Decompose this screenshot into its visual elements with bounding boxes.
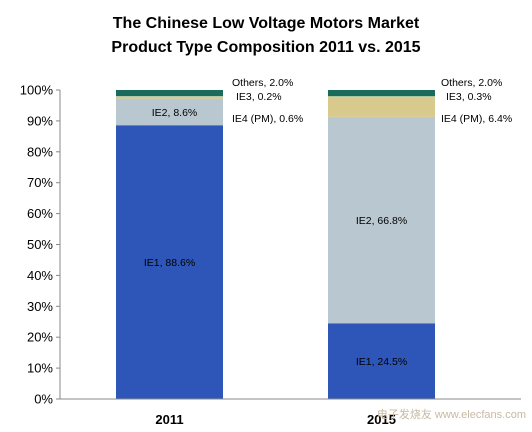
- watermark: 电子发烧友 www.elecfans.com: [377, 407, 526, 421]
- y-tick-label: 90%: [27, 113, 53, 128]
- data-label-others-2011: Others, 2.0%: [232, 77, 293, 89]
- bar-segment-ie3-2015: [328, 96, 435, 98]
- y-axis: 0% 10% 20% 30% 40% 50% 60% 70% 80% 90% 100%: [20, 83, 61, 407]
- bar-segment-others-2015: [328, 90, 435, 97]
- y-tick-label: 60%: [27, 206, 53, 221]
- data-label-ie4-pm--2011: IE4 (PM), 0.6%: [232, 113, 303, 125]
- y-tick-label: 70%: [27, 175, 53, 190]
- data-label-ie1-2011: IE1, 88.6%: [144, 257, 195, 269]
- y-tick-label: 10%: [27, 361, 53, 376]
- chart-title-line-1: The Chinese Low Voltage Motors Market: [113, 15, 420, 32]
- data-label-ie1-2015: IE1, 24.5%: [356, 356, 407, 368]
- chart-title-line-2: Product Type Composition 2011 vs. 2015: [111, 39, 420, 56]
- y-tick-label: 20%: [27, 330, 53, 345]
- x-axis: 2011 2015: [60, 398, 521, 427]
- data-label-ie2-2015: IE2, 66.8%: [356, 215, 407, 227]
- data-label-others-2015: Others, 2.0%: [441, 77, 502, 89]
- data-labels: IE1, 88.6% IE2, 8.6% IE4 (PM), 0.6% IE3, 0.…: [144, 77, 512, 368]
- data-label-ie3-2015: IE3, 0.3%: [446, 91, 492, 103]
- data-label-ie3-2011: IE3, 0.2%: [236, 91, 282, 103]
- bar-segment-ie2-2011: [116, 98, 223, 126]
- x-tick-label-2015: 2015: [367, 412, 396, 427]
- data-label-ie4-pm--2015: IE4 (PM), 6.4%: [441, 113, 512, 125]
- y-tick-label: 50%: [27, 237, 53, 252]
- y-tick-label: 30%: [27, 299, 53, 314]
- bar-segment-ie4-pm--2015: [328, 97, 435, 117]
- bars: [116, 90, 435, 399]
- data-label-ie2-2011: IE2, 8.6%: [152, 107, 198, 119]
- bar-segment-ie2-2015: [328, 116, 435, 324]
- x-tick-label-2011: 2011: [155, 412, 183, 427]
- bar-segment-ie1-2011: [116, 125, 223, 399]
- bar-segment-others-2011: [116, 90, 223, 97]
- bar-segment-ie3-2011: [116, 96, 223, 97]
- bar-segment-ie4-pm--2011: [116, 96, 223, 99]
- y-tick-label: 40%: [27, 268, 53, 283]
- y-tick-label: 80%: [27, 144, 53, 159]
- bar-segment-ie1-2015: [328, 323, 435, 399]
- y-tick-label: 0%: [34, 392, 53, 407]
- y-tick-label: 100%: [20, 83, 54, 98]
